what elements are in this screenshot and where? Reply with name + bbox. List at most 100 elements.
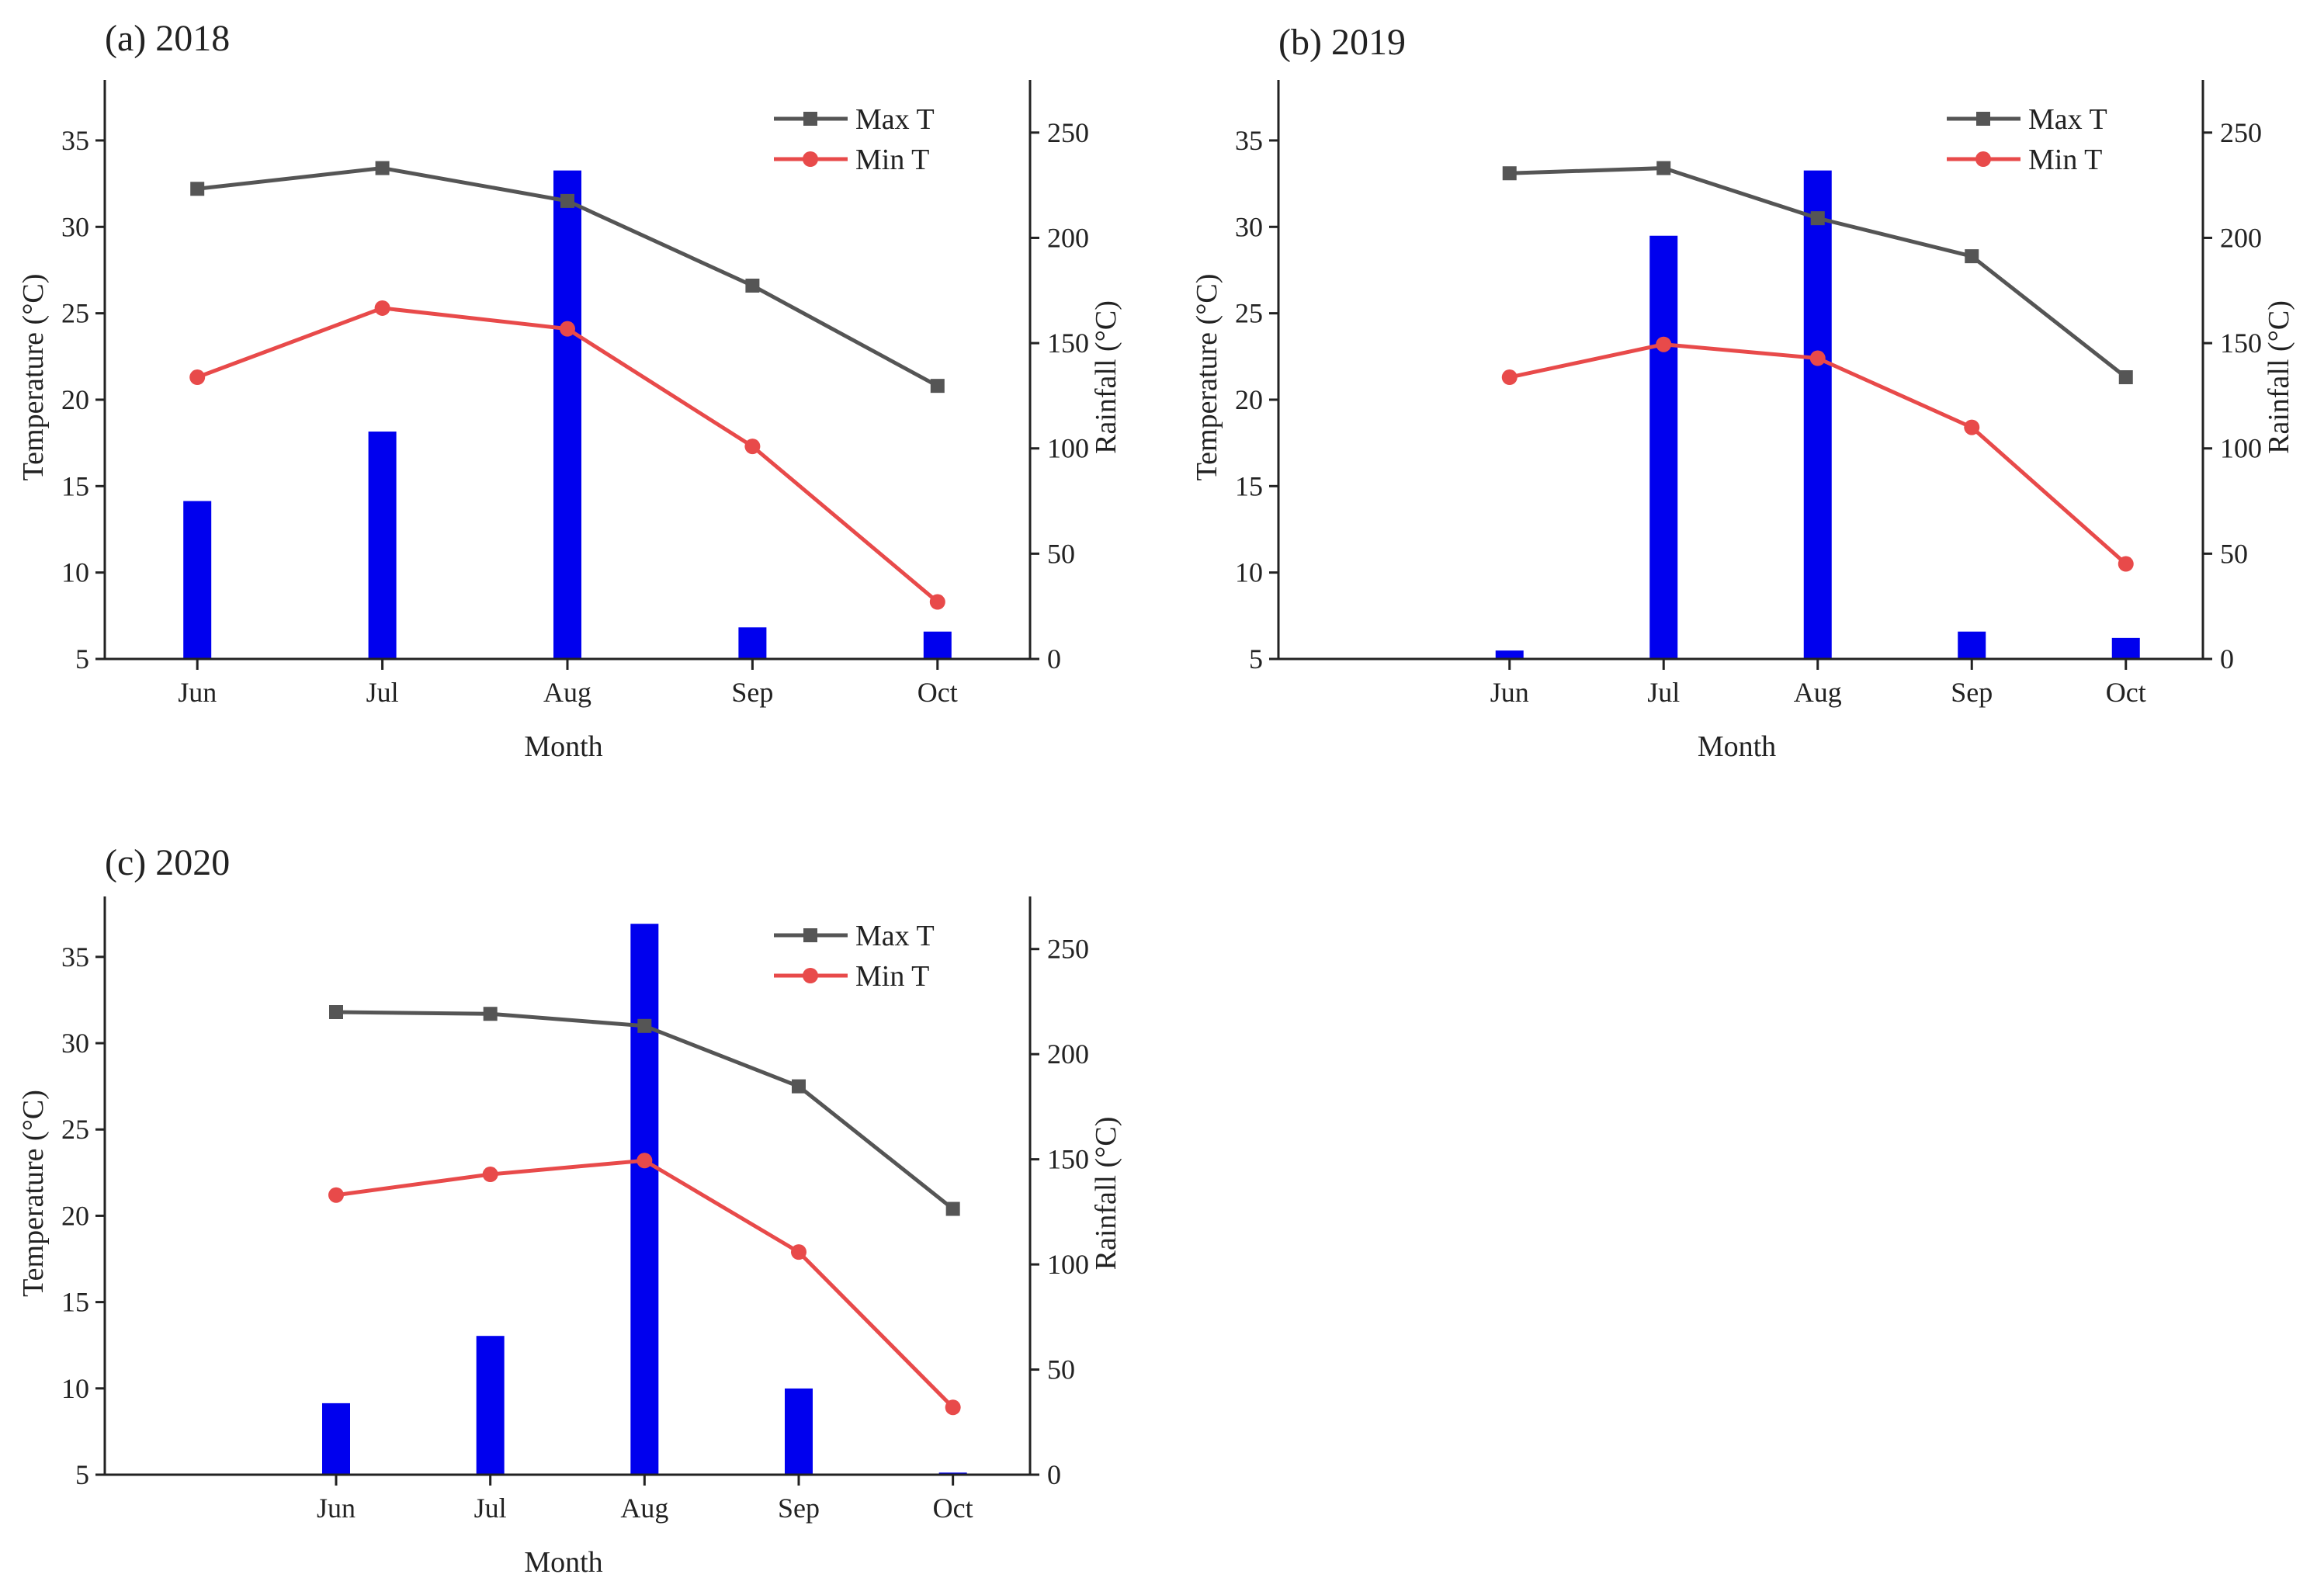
rainfall-bar-aug <box>630 924 659 1475</box>
legend-marker-2 <box>1975 151 1991 167</box>
y2-tick-label: 100 <box>2220 433 2262 464</box>
rainfall-bar-sep <box>785 1388 813 1475</box>
y2-tick-label: 200 <box>1047 222 1089 253</box>
x-axis-title: Month <box>524 730 602 763</box>
x-axis-title: Month <box>1698 730 1776 763</box>
y-tick-label: 30 <box>1235 211 1263 242</box>
y-tick-label: 15 <box>61 470 89 501</box>
rainfall-bar-jun <box>322 1403 350 1475</box>
x-tick-label: Aug <box>620 1493 668 1524</box>
y2-tick-label: 150 <box>1047 1144 1089 1175</box>
y-axis-title: Temperature (°C) <box>1191 274 1223 481</box>
x-tick-label: Sep <box>731 677 773 708</box>
y2-axis-title: Rainfall (°C) <box>2263 300 2295 454</box>
y2-axis-title: Rainfall (°C) <box>1090 300 1122 454</box>
legend-marker-1 <box>803 928 817 942</box>
y2-tick-label: 50 <box>1047 538 1075 569</box>
min-t-point-jul <box>1656 336 1672 352</box>
rainfall-bar-jul <box>368 432 397 659</box>
legend-label: Min T <box>855 144 929 176</box>
legend-label: Min T <box>2028 144 2102 176</box>
max-t-point-sep <box>745 278 760 293</box>
y2-axis-title: Rainfall (°C) <box>1090 1117 1122 1271</box>
legend: Max T Min T <box>1947 103 2107 176</box>
rainfall-bar-jun <box>1495 650 1524 659</box>
x-tick-label: Jul <box>366 677 399 708</box>
min-t-point-aug <box>560 321 575 337</box>
y-tick-label: 35 <box>61 125 89 156</box>
min-t-point-jul <box>374 300 390 316</box>
y2-tick-label: 100 <box>1047 1249 1089 1280</box>
max-t-point-aug <box>560 193 574 208</box>
x-tick-label: Oct <box>917 677 958 708</box>
max-t-point-jul <box>375 161 390 175</box>
max-t-point-jun <box>329 1005 343 1019</box>
y2-tick-label: 0 <box>1047 643 1061 674</box>
rainfall-bar-jun <box>183 501 212 659</box>
max-t-point-jun <box>1502 166 1517 181</box>
rainfall-bar-sep <box>738 627 767 659</box>
rainfall-bar-aug <box>1803 170 1832 659</box>
y-tick-label: 5 <box>75 643 89 674</box>
y-tick-label: 15 <box>61 1287 89 1318</box>
y-tick-label: 10 <box>1235 557 1263 588</box>
max-t-point-oct <box>945 1201 960 1216</box>
max-t-point-aug <box>1810 211 1825 226</box>
min-t-point-aug <box>1809 350 1826 366</box>
chart-panel-2: (b) 2019 5 10 15 20 25 30 35 0 50 100 150 200 250 Jun J… <box>1191 22 2295 763</box>
panel-title: (a) 2018 <box>105 18 230 59</box>
y2-tick-label: 250 <box>1047 934 1089 965</box>
x-tick-label: Sep <box>778 1493 820 1524</box>
x-tick-label: Jul <box>474 1493 507 1524</box>
y-tick-label: 20 <box>61 1200 89 1231</box>
y-tick-label: 30 <box>61 211 89 242</box>
panel-title: (c) 2020 <box>105 842 230 883</box>
y-tick-label: 5 <box>1249 643 1263 674</box>
min-t-point-sep <box>1964 419 1980 435</box>
legend-marker-1 <box>1976 112 1990 126</box>
min-t-point-jul <box>482 1167 498 1183</box>
y-axis-title: Temperature (°C) <box>17 274 50 481</box>
x-tick-label: Aug <box>543 677 591 708</box>
x-tick-label: Jun <box>178 677 217 708</box>
max-t-point-aug <box>637 1018 652 1033</box>
max-t-point-jul <box>1656 161 1671 175</box>
x-tick-label: Jul <box>1647 677 1680 708</box>
x-tick-label: Jun <box>1490 677 1529 708</box>
y2-tick-label: 50 <box>1047 1354 1075 1385</box>
min-t-point-jun <box>328 1187 344 1203</box>
y-tick-label: 30 <box>61 1028 89 1059</box>
y2-tick-label: 150 <box>1047 328 1089 359</box>
rainfall-bar-jul <box>1649 235 1678 659</box>
x-axis-title: Month <box>524 1546 602 1579</box>
chart-panel-3: (c) 2020 5 10 15 20 25 30 35 0 50 100 150 200 250 Jun J… <box>17 842 1122 1579</box>
y2-tick-label: 200 <box>2220 222 2262 253</box>
max-t-point-oct <box>930 379 945 394</box>
y-tick-label: 5 <box>75 1459 89 1490</box>
x-tick-label: Oct <box>2106 677 2146 708</box>
x-tick-label: Oct <box>933 1493 973 1524</box>
rainfall-bar-aug <box>553 170 581 659</box>
legend: Max T Min T <box>774 103 935 176</box>
min-t-point-sep <box>744 439 761 455</box>
legend-label: Min T <box>855 960 929 993</box>
y-tick-label: 15 <box>1235 470 1263 501</box>
y-tick-label: 25 <box>1235 298 1263 329</box>
x-tick-label: Sep <box>1951 677 1993 708</box>
panel-title: (b) 2019 <box>1278 22 1406 63</box>
legend-label: Max T <box>855 103 935 136</box>
legend-marker-1 <box>803 112 817 126</box>
y2-tick-label: 100 <box>1047 433 1089 464</box>
legend: Max T Min T <box>774 920 935 993</box>
y-tick-label: 10 <box>61 557 89 588</box>
min-t-point-oct <box>929 594 945 610</box>
y-tick-label: 20 <box>1235 384 1263 415</box>
y-tick-label: 20 <box>61 384 89 415</box>
max-t-point-sep <box>1965 249 1979 264</box>
rainfall-bar-sep <box>1958 631 1986 659</box>
x-tick-label: Aug <box>1794 677 1842 708</box>
y-axis-title: Temperature (°C) <box>17 1090 50 1297</box>
y2-tick-label: 0 <box>1047 1459 1061 1490</box>
min-t-point-oct <box>2118 556 2134 572</box>
